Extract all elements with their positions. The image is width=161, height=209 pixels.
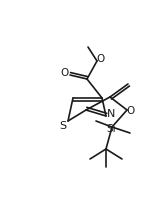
Text: O: O: [127, 106, 135, 116]
Text: S: S: [59, 121, 66, 131]
Text: O: O: [61, 68, 69, 78]
Text: Si: Si: [106, 124, 116, 134]
Text: N: N: [107, 109, 115, 119]
Text: O: O: [97, 54, 105, 64]
